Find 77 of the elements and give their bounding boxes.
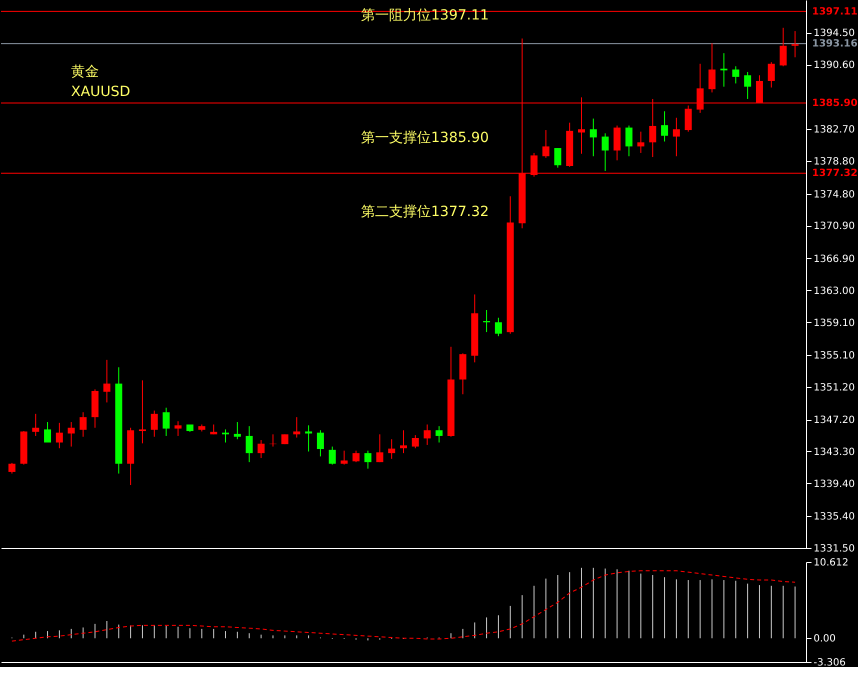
y-tick-label: -3.306 [814,658,846,668]
y-tick-label: 1378.80 [814,156,855,168]
candlestick [234,422,241,440]
candlestick [32,413,40,436]
candlestick [672,117,680,157]
candlestick [44,422,52,443]
candlestick [483,309,490,333]
y-tick-label: 1390.60 [814,60,855,72]
candlestick [56,422,63,449]
candlestick [780,27,787,67]
candlestick [222,428,230,443]
y-tick-label: 1331.50 [814,544,855,554]
candlestick [614,125,621,161]
candlestick [412,434,419,449]
candlestick [388,438,396,460]
y-tick-label: 1382.70 [814,124,855,136]
candlestick [328,446,336,466]
candlestick [590,118,597,157]
candlestick [103,359,110,403]
candlestick [744,71,752,100]
candlestick [68,422,75,448]
ref-line-label: 1393.16 [812,38,858,50]
candlestick [376,434,384,463]
candlestick [792,30,799,58]
y-tick-label: 1347.20 [814,415,855,426]
candlestick [554,148,562,168]
y-tick-label: 1343.30 [814,446,855,458]
candlestick [494,317,502,337]
annotation: 第一阻力位1397.11 [361,7,489,24]
candlestick [684,105,692,132]
candlestick [436,426,443,443]
candlestick [305,424,312,452]
y-tick-label: 1359.10 [814,318,855,329]
annotation: 黄金 [71,64,99,80]
candlestick [174,420,182,436]
ref-line-label: 1385.90 [812,98,858,110]
candlestick [364,450,372,470]
candlestick [150,410,158,438]
candlestick [637,131,644,154]
annotation: 第二支撑位1377.32 [361,204,489,220]
ref-line-label: 1397.11 [812,6,858,18]
candlestick [732,66,740,84]
candlestick [661,110,668,142]
candlestick [258,440,265,459]
y-tick-label: 1351.20 [814,382,855,394]
candlestick [352,450,360,463]
candlestick [340,450,348,466]
candlestick [625,125,632,157]
annotation: 第一支撑位1385.90 [361,130,489,146]
candlestick [768,62,775,88]
y-tick-label: 1339.40 [814,478,855,490]
y-tick-label: 1363.00 [814,286,855,297]
y-tick-label: 1335.40 [814,512,855,523]
y-tick-label: 1370.90 [814,221,855,232]
candlestick [246,426,253,463]
candlestick [8,462,16,474]
y-tick-label: 1366.90 [814,254,855,265]
y-tick-label: 1394.50 [814,28,855,40]
candlestick [708,42,716,93]
candlestick [424,424,431,446]
ref-line-label: 1377.32 [812,168,858,180]
y-tick-label: 1355.10 [814,350,855,362]
candlestick [210,424,218,435]
candlestick [720,52,728,88]
candlestick [293,416,300,438]
annotation: XAUUSD [71,84,130,100]
candlestick [542,130,550,158]
y-tick-label: 10.612 [814,558,848,568]
y-tick-label: 0.00 [814,634,836,645]
candlestick [602,132,609,172]
candlestick [138,380,146,444]
candlestick [269,434,276,448]
candlestick [162,407,170,436]
candlestick [316,430,324,457]
line-series [11,570,796,642]
candlestick [80,412,87,438]
y-tick-label: 1374.80 [814,189,855,200]
